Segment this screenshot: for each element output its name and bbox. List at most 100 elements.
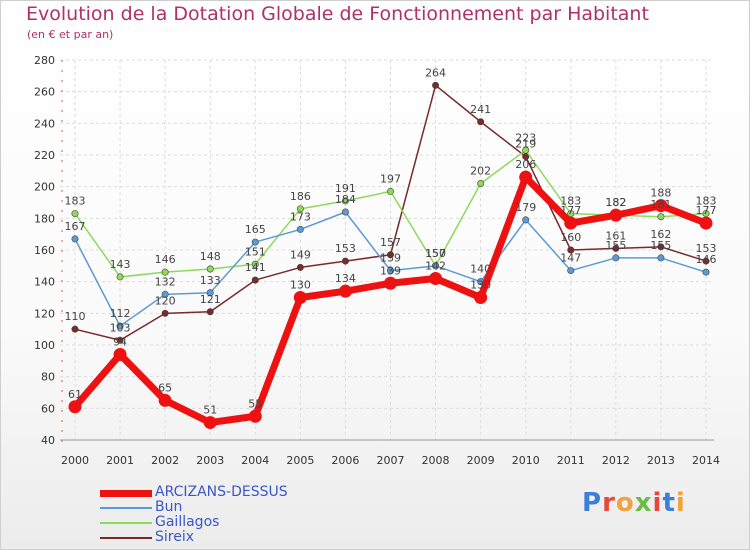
data-label: 202 xyxy=(470,165,491,178)
data-label: 150 xyxy=(425,247,446,260)
data-label: 183 xyxy=(560,195,581,208)
data-point xyxy=(206,265,214,273)
data-point xyxy=(432,81,440,89)
x-tick-label: 2006 xyxy=(331,454,359,467)
data-label: 197 xyxy=(380,172,401,185)
data-label: 183 xyxy=(65,195,86,208)
data-label: 139 xyxy=(380,252,401,265)
data-label: 188 xyxy=(650,187,671,200)
data-point xyxy=(296,225,304,233)
data-label: 191 xyxy=(335,182,356,195)
data-point xyxy=(206,308,214,316)
data-label: 155 xyxy=(650,239,671,252)
data-point xyxy=(567,246,575,254)
data-point xyxy=(71,210,79,218)
data-label: 55 xyxy=(248,397,262,410)
data-point xyxy=(338,284,352,298)
data-point xyxy=(522,216,530,224)
data-point xyxy=(71,235,79,243)
data-label: 149 xyxy=(290,248,311,261)
data-label: 139 xyxy=(380,264,401,277)
y-tick-label: 160 xyxy=(34,244,55,257)
data-point xyxy=(699,216,713,230)
x-tick-label: 2000 xyxy=(61,454,89,467)
data-label: 177 xyxy=(696,204,717,217)
data-label: 133 xyxy=(200,274,221,287)
data-label: 146 xyxy=(696,253,717,266)
legend-swatch xyxy=(100,537,152,539)
x-tick-label: 2002 xyxy=(151,454,179,467)
data-label: 264 xyxy=(425,66,446,79)
data-point xyxy=(293,291,307,304)
y-tick-label: 280 xyxy=(34,54,55,67)
proxiti-logo: Proxiti xyxy=(582,488,686,518)
data-point xyxy=(612,244,620,252)
y-tick-label: 240 xyxy=(34,117,55,130)
data-label: 103 xyxy=(110,321,131,334)
data-point xyxy=(296,263,304,271)
data-point xyxy=(116,273,124,281)
data-label: 173 xyxy=(290,210,311,223)
x-tick-label: 2003 xyxy=(196,454,224,467)
y-tick-label: 60 xyxy=(41,402,55,415)
data-label: 184 xyxy=(335,193,356,206)
y-tick-label: 140 xyxy=(34,276,55,289)
data-label: 167 xyxy=(65,220,86,233)
data-label: 186 xyxy=(290,190,311,203)
data-point xyxy=(161,268,169,276)
data-label: 94 xyxy=(113,336,127,349)
data-point xyxy=(296,205,304,213)
data-point xyxy=(429,272,443,285)
y-tick-label: 180 xyxy=(34,212,55,225)
data-point xyxy=(386,267,394,275)
x-tick-label: 2010 xyxy=(512,454,540,467)
data-point xyxy=(341,257,349,265)
legend-label: Gaillagos xyxy=(155,514,220,530)
data-label: 130 xyxy=(290,279,311,292)
data-label: 142 xyxy=(425,260,446,273)
data-point xyxy=(612,254,620,262)
data-label: 147 xyxy=(560,252,581,265)
data-label: 146 xyxy=(155,253,176,266)
data-label: 110 xyxy=(65,310,86,323)
legend-swatch xyxy=(100,507,152,509)
line-chart: 40 60 80 100 120 140 160 180 200 220 240 260 280 2000… xyxy=(34,54,720,467)
x-tick-label: 2014 xyxy=(692,454,720,467)
legend-swatch xyxy=(100,522,152,524)
x-tick-label: 2001 xyxy=(106,454,134,467)
data-point xyxy=(386,251,394,259)
data-point xyxy=(657,243,665,251)
chart-subtitle: (en € et par an) xyxy=(27,28,114,41)
data-point xyxy=(519,170,533,184)
data-point xyxy=(609,208,623,222)
data-point xyxy=(248,409,262,423)
data-label: 160 xyxy=(560,231,581,244)
data-point xyxy=(657,254,665,262)
y-tick-label: 100 xyxy=(34,339,55,352)
y-tick-label: 120 xyxy=(34,307,55,320)
data-label: 143 xyxy=(110,258,131,271)
data-label: 157 xyxy=(425,247,446,260)
data-point xyxy=(161,309,169,317)
data-point xyxy=(654,199,668,213)
y-tick-label: 80 xyxy=(41,371,55,384)
data-label: 51 xyxy=(203,404,217,417)
data-point xyxy=(206,289,214,297)
data-point xyxy=(702,257,710,265)
data-label: 157 xyxy=(380,236,401,249)
data-label: 177 xyxy=(560,204,581,217)
data-label: 112 xyxy=(110,307,131,320)
data-label: 132 xyxy=(155,275,176,288)
data-label: 121 xyxy=(200,293,221,306)
data-point xyxy=(161,290,169,298)
data-label: 183 xyxy=(696,195,717,208)
data-point xyxy=(341,208,349,216)
data-point xyxy=(477,118,485,126)
data-point xyxy=(567,267,575,275)
y-tick-label: 220 xyxy=(34,149,55,162)
data-label: 219 xyxy=(515,138,536,151)
data-label: 182 xyxy=(605,196,626,209)
x-tick-label: 2007 xyxy=(377,454,405,467)
data-label: 206 xyxy=(515,158,536,171)
data-label: 130 xyxy=(470,279,491,292)
